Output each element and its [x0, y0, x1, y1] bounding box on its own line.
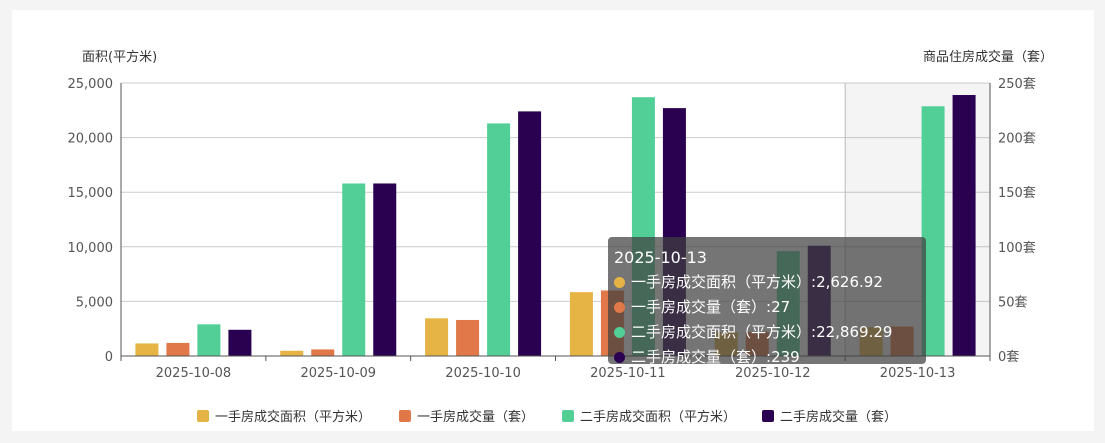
tooltip-title: 2025-10-13 — [614, 248, 707, 267]
tooltip-marker — [614, 327, 625, 338]
legend-item[interactable]: 二手房成交量（套） — [762, 409, 897, 425]
legend-item[interactable]: 一手房成交面积（平方米） — [197, 409, 371, 425]
x-tick-label: 2025-10-13 — [880, 366, 956, 381]
legend[interactable]: 一手房成交面积（平方米） 一手房成交量（套） 二手房成交面积（平方米） 二手房成交量（… — [197, 409, 897, 425]
legend-swatch — [562, 410, 574, 422]
right-tick-label: 0套 — [998, 349, 1019, 365]
left-tick-label: 20,000 — [68, 132, 114, 147]
bar[interactable] — [311, 349, 335, 356]
legend-item[interactable]: 一手房成交量（套） — [399, 409, 534, 425]
tooltip-separator: : — [766, 348, 772, 366]
tooltip-separator: : — [766, 298, 772, 316]
tooltip-row: 二手房成交面积（平方米） : 22,869.29 — [614, 320, 920, 345]
tooltip-separator: : — [811, 323, 817, 341]
x-tick-label: 2025-10-12 — [735, 366, 811, 381]
left-axis-title: 面积(平方米) — [82, 49, 157, 65]
bar[interactable] — [921, 106, 945, 356]
bar[interactable] — [166, 342, 190, 356]
legend-label: 一手房成交面积（平方米） — [215, 409, 371, 425]
right-tick-label: 100套 — [998, 240, 1036, 256]
legend-item[interactable]: 二手房成交面积（平方米） — [562, 409, 736, 425]
tooltip-label: 一手房成交面积（平方米） — [631, 273, 812, 291]
bar[interactable] — [280, 350, 304, 356]
legend-label: 一手房成交量（套） — [417, 409, 534, 425]
bar[interactable] — [569, 292, 593, 356]
left-tick-label: 0 — [105, 350, 113, 365]
tooltip-marker — [614, 302, 625, 313]
tooltip-row: 一手房成交面积（平方米） : 2,626.92 — [614, 270, 920, 295]
legend-swatch — [197, 410, 209, 422]
bar[interactable] — [135, 343, 159, 356]
right-tick-label: 250套 — [998, 76, 1036, 92]
bar[interactable] — [952, 95, 976, 357]
axes: 0 5,000 10,000 15,000 20,000 25,000 0套 50套 100套 1… — [68, 76, 1036, 381]
x-tick-label: 2025-10-10 — [445, 366, 521, 381]
bar[interactable] — [197, 324, 221, 356]
tooltip-rows: 一手房成交面积（平方米） : 2,626.92 一手房成交量（套） : 27 二手房… — [614, 270, 920, 370]
bar[interactable] — [487, 123, 511, 357]
left-tick-label: 5,000 — [76, 295, 113, 310]
x-tick-label: 2025-10-11 — [590, 366, 666, 381]
tooltip-label: 二手房成交量（套） — [631, 348, 767, 366]
tooltip-value: 239 — [771, 348, 800, 366]
x-tick-label: 2025-10-09 — [300, 366, 376, 381]
tooltip: 2025-10-13 一手房成交面积（平方米） : 2,626.92 一手房成交量… — [608, 237, 926, 366]
tooltip-row: 二手房成交量（套） : 239 — [614, 345, 920, 370]
left-tick-label: 25,000 — [68, 77, 114, 92]
right-tick-label: 50套 — [998, 294, 1028, 310]
bar[interactable] — [456, 319, 480, 356]
right-tick-label: 150套 — [998, 185, 1036, 201]
right-axis-title: 商品住房成交量（套） — [923, 49, 1053, 65]
left-tick-label: 15,000 — [68, 186, 114, 201]
bar[interactable] — [342, 183, 366, 356]
tooltip-marker — [614, 352, 625, 363]
x-tick-label: 2025-10-08 — [156, 366, 232, 381]
legend-swatch — [399, 410, 411, 422]
tooltip-separator: : — [811, 273, 817, 291]
legend-label: 二手房成交面积（平方米） — [580, 409, 736, 425]
tooltip-value: 22,869.29 — [816, 323, 893, 341]
bar[interactable] — [425, 318, 449, 356]
legend-swatch — [762, 410, 774, 422]
tooltip-label: 一手房成交量（套） — [631, 298, 767, 316]
tooltip-row: 一手房成交量（套） : 27 — [614, 295, 920, 320]
tooltip-marker — [614, 277, 625, 288]
tooltip-label: 二手房成交面积（平方米） — [631, 323, 812, 341]
bar[interactable] — [228, 329, 252, 356]
left-tick-label: 10,000 — [68, 241, 114, 256]
tooltip-value: 2,626.92 — [816, 273, 883, 291]
tooltip-value: 27 — [771, 298, 791, 316]
legend-label: 二手房成交量（套） — [780, 409, 897, 425]
right-tick-label: 200套 — [998, 131, 1036, 147]
bar[interactable] — [518, 111, 542, 356]
bar[interactable] — [373, 183, 397, 356]
